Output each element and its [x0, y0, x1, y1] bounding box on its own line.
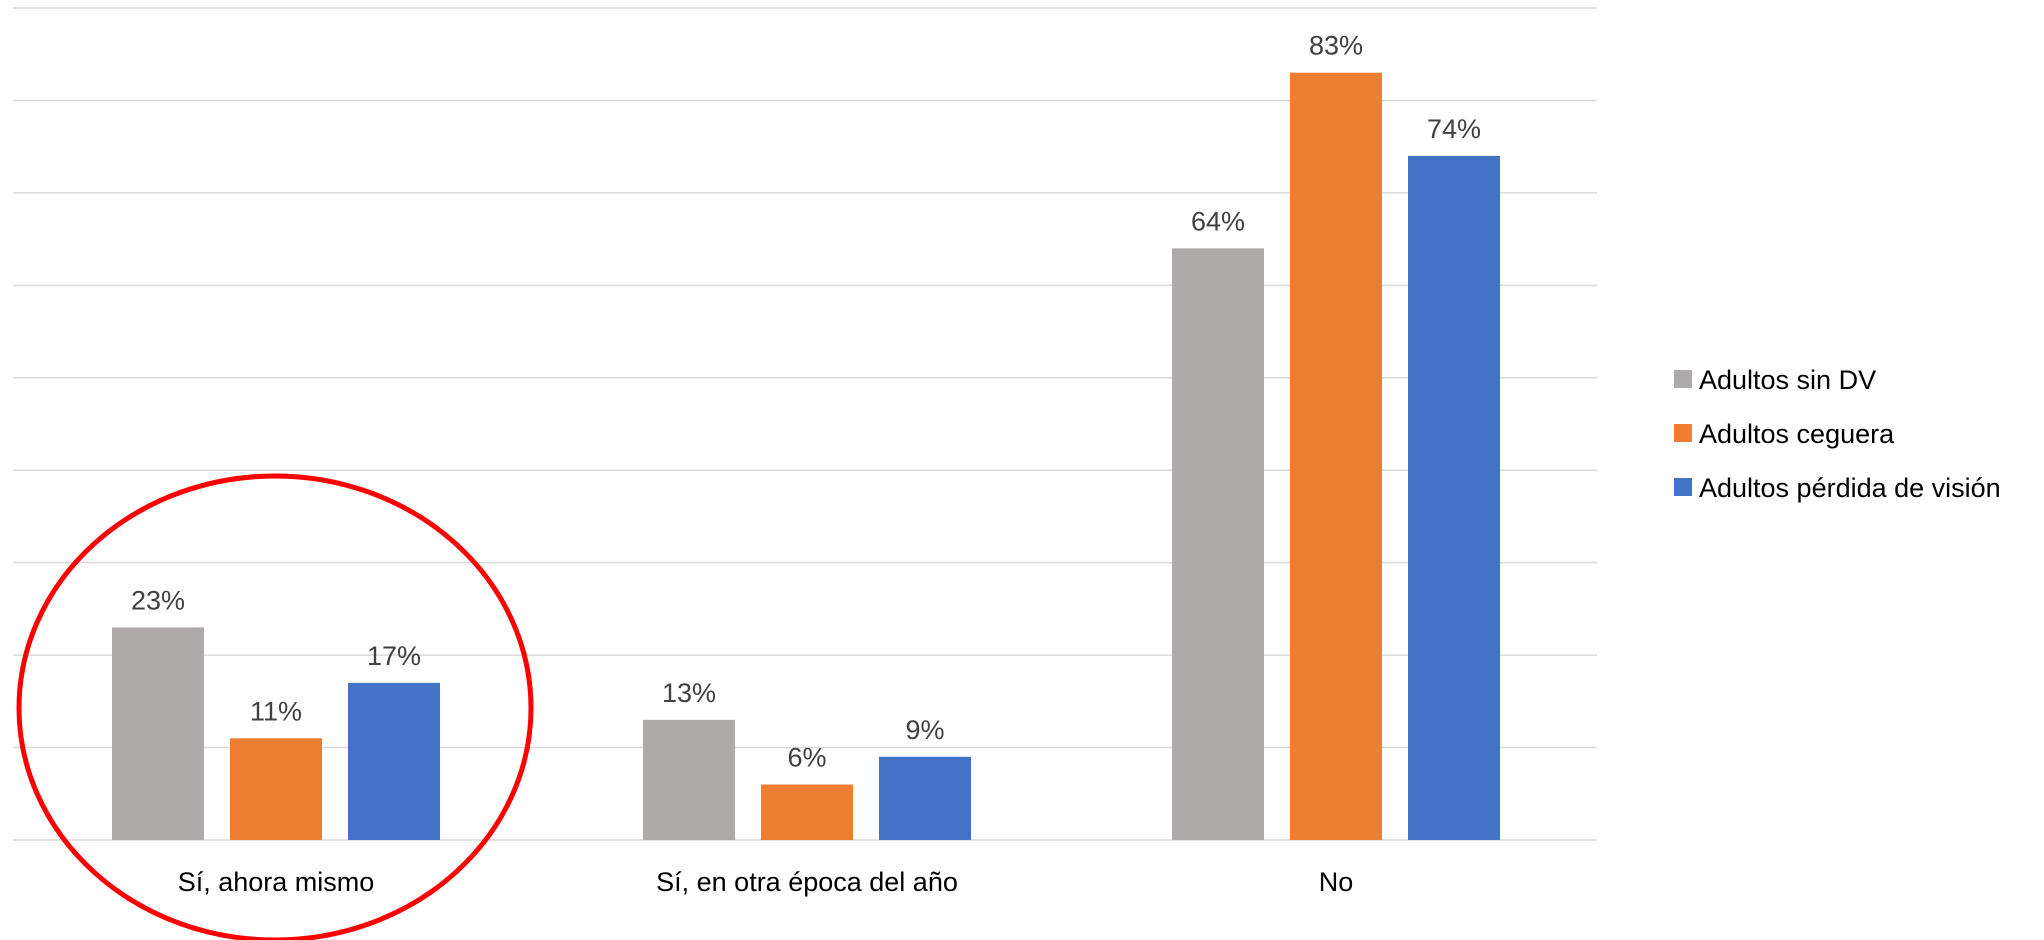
category-label: Sí, ahora mismo — [178, 867, 375, 897]
bar — [761, 784, 853, 840]
bar — [1408, 155, 1500, 840]
bar — [879, 756, 971, 840]
data-label: 6% — [787, 743, 826, 773]
bar — [1172, 248, 1264, 840]
category-label: Sí, en otra época del año — [656, 867, 958, 897]
highlight-annotation — [16, 473, 534, 940]
bar — [643, 719, 735, 840]
data-label: 13% — [662, 678, 716, 708]
bars — [112, 72, 1500, 840]
data-label: 11% — [250, 696, 302, 726]
legend-swatch — [1674, 478, 1692, 496]
category-axis-labels: Sí, ahora mismo Sí, en otra época del año… — [178, 867, 1354, 897]
bar — [348, 682, 440, 840]
data-label: 83% — [1309, 31, 1363, 61]
data-label: 17% — [367, 641, 421, 671]
bar — [112, 627, 204, 840]
highlight-ellipse — [16, 473, 534, 940]
data-label: 9% — [905, 715, 944, 745]
bar — [1290, 72, 1382, 840]
category-label: No — [1319, 867, 1354, 897]
legend-label: Adultos ceguera — [1699, 419, 1895, 449]
legend-label: Adultos sin DV — [1699, 365, 1876, 395]
legend: Adultos sin DV Adultos ceguera Adultos pér… — [1674, 365, 2001, 503]
legend-swatch — [1674, 370, 1692, 388]
data-labels: 23% 13% 64% 11% 6% 83% 17% 9% 74% — [131, 31, 1481, 773]
legend-label: Adultos pérdida de visión — [1699, 473, 2001, 503]
bar — [230, 738, 322, 840]
data-label: 23% — [131, 585, 185, 615]
data-label: 64% — [1191, 206, 1245, 236]
data-label: 74% — [1427, 114, 1481, 144]
legend-swatch — [1674, 424, 1692, 442]
